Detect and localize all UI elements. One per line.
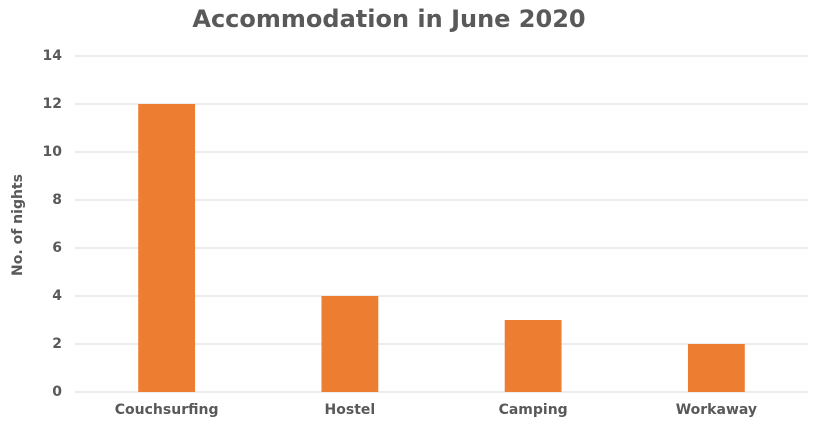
y-tick-label: 2: [52, 336, 62, 352]
y-tick-label: 8: [52, 192, 62, 208]
bar: [138, 104, 196, 392]
y-tick-label: 10: [43, 144, 63, 160]
x-tick-label: Workaway: [676, 402, 757, 418]
y-tick-label: 6: [52, 240, 62, 256]
x-tick-label: Couchsurfing: [115, 402, 219, 418]
y-axis-label: No. of nights: [10, 174, 26, 276]
bar: [504, 320, 562, 392]
y-tick-label: 12: [43, 96, 62, 112]
chart-title: Accommodation in June 2020: [192, 5, 585, 33]
x-tick-label: Camping: [499, 402, 568, 418]
bar: [321, 296, 379, 392]
bar: [687, 344, 745, 392]
y-tick-label: 14: [43, 48, 63, 64]
x-tick-label: Hostel: [325, 402, 376, 418]
y-tick-label: 4: [52, 288, 62, 304]
y-tick-label: 0: [52, 384, 62, 400]
